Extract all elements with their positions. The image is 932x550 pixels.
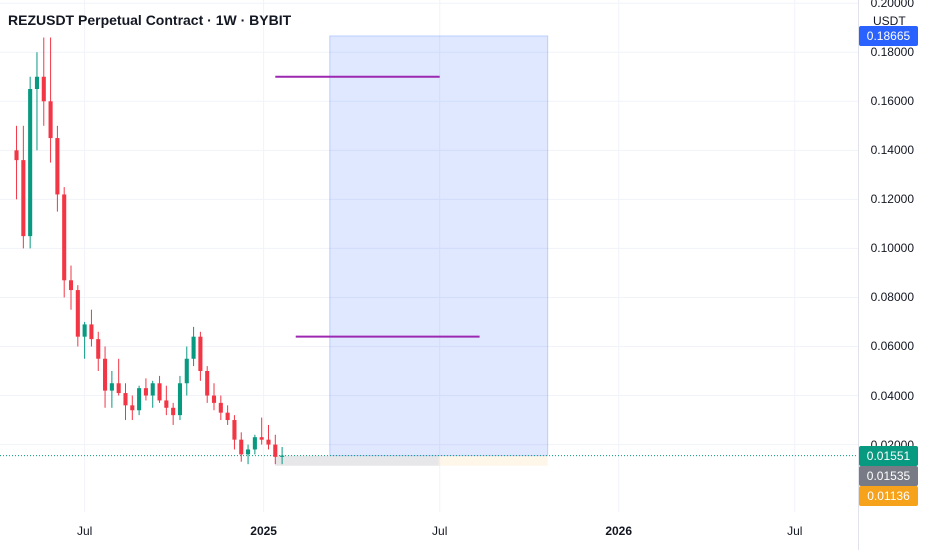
candle-body xyxy=(96,339,101,359)
candle-body xyxy=(82,324,87,337)
candle-body xyxy=(273,444,278,457)
candle-body xyxy=(14,150,19,161)
time-tick-label: Jul xyxy=(76,524,93,538)
time-tick-label: Jul xyxy=(432,524,448,538)
projection-box xyxy=(329,35,549,457)
candle-body xyxy=(48,101,53,139)
candle-body xyxy=(75,290,80,337)
candle-body xyxy=(259,437,264,440)
price-badge: 0.18665 xyxy=(859,25,918,46)
candle-body xyxy=(252,437,257,450)
candle-body xyxy=(239,439,244,455)
price-tick-label: 0.16000 xyxy=(870,94,914,109)
range-box xyxy=(275,455,439,466)
candle-body xyxy=(164,400,169,408)
time-tick-label: 2026 xyxy=(605,524,633,538)
candle-body xyxy=(266,439,271,445)
candle-body xyxy=(150,383,155,396)
candle-body xyxy=(21,160,26,237)
candle-body xyxy=(205,371,210,396)
price-tick-label: 0.18000 xyxy=(870,45,914,60)
chart-title: REZUSDT Perpetual Contract · 1W · BYBIT xyxy=(8,12,292,28)
price-tick-label: 0.06000 xyxy=(870,339,914,354)
candle-body xyxy=(191,336,196,359)
candle-body xyxy=(171,407,176,416)
candle-body xyxy=(89,324,94,340)
candle-body xyxy=(246,449,251,455)
candle-body xyxy=(218,402,223,413)
currency-label[interactable]: USDT xyxy=(873,14,906,28)
candle-body xyxy=(184,358,189,384)
time-tick-label: 2025 xyxy=(250,524,277,538)
price-tick-label: 0.14000 xyxy=(870,143,914,158)
candle-body xyxy=(280,455,285,457)
price-tick-label: 0.04000 xyxy=(870,388,914,403)
price-tick-label: 0.10000 xyxy=(870,241,914,256)
candle-body xyxy=(41,76,46,102)
candle-body xyxy=(55,138,60,195)
price-badge: 0.01551 xyxy=(859,445,918,466)
candle-body xyxy=(34,76,40,90)
candle-body xyxy=(68,280,74,291)
candle-body xyxy=(123,393,128,406)
price-tick-label: 0.12000 xyxy=(870,192,914,207)
time-tick-label: Jul xyxy=(787,524,803,538)
candle-body xyxy=(62,194,67,281)
candle-body xyxy=(130,405,135,411)
target-box xyxy=(438,455,548,466)
price-badge: 0.01136 xyxy=(859,485,918,506)
candle-body xyxy=(103,358,108,391)
candle-body xyxy=(157,383,162,401)
candle-body xyxy=(109,383,114,391)
candle-body xyxy=(225,412,230,421)
candle-body xyxy=(211,395,217,403)
candle-body xyxy=(177,383,183,416)
candle-body xyxy=(143,388,148,396)
price-tick-label: 0.08000 xyxy=(870,290,914,305)
candle-body xyxy=(137,388,142,411)
candle-body xyxy=(116,383,121,394)
price-tick-label: 0.20000 xyxy=(870,0,914,11)
candle-body xyxy=(232,420,237,440)
candle-body xyxy=(28,89,33,237)
price-badge: 0.01535 xyxy=(859,465,918,486)
candle-body xyxy=(198,336,203,372)
